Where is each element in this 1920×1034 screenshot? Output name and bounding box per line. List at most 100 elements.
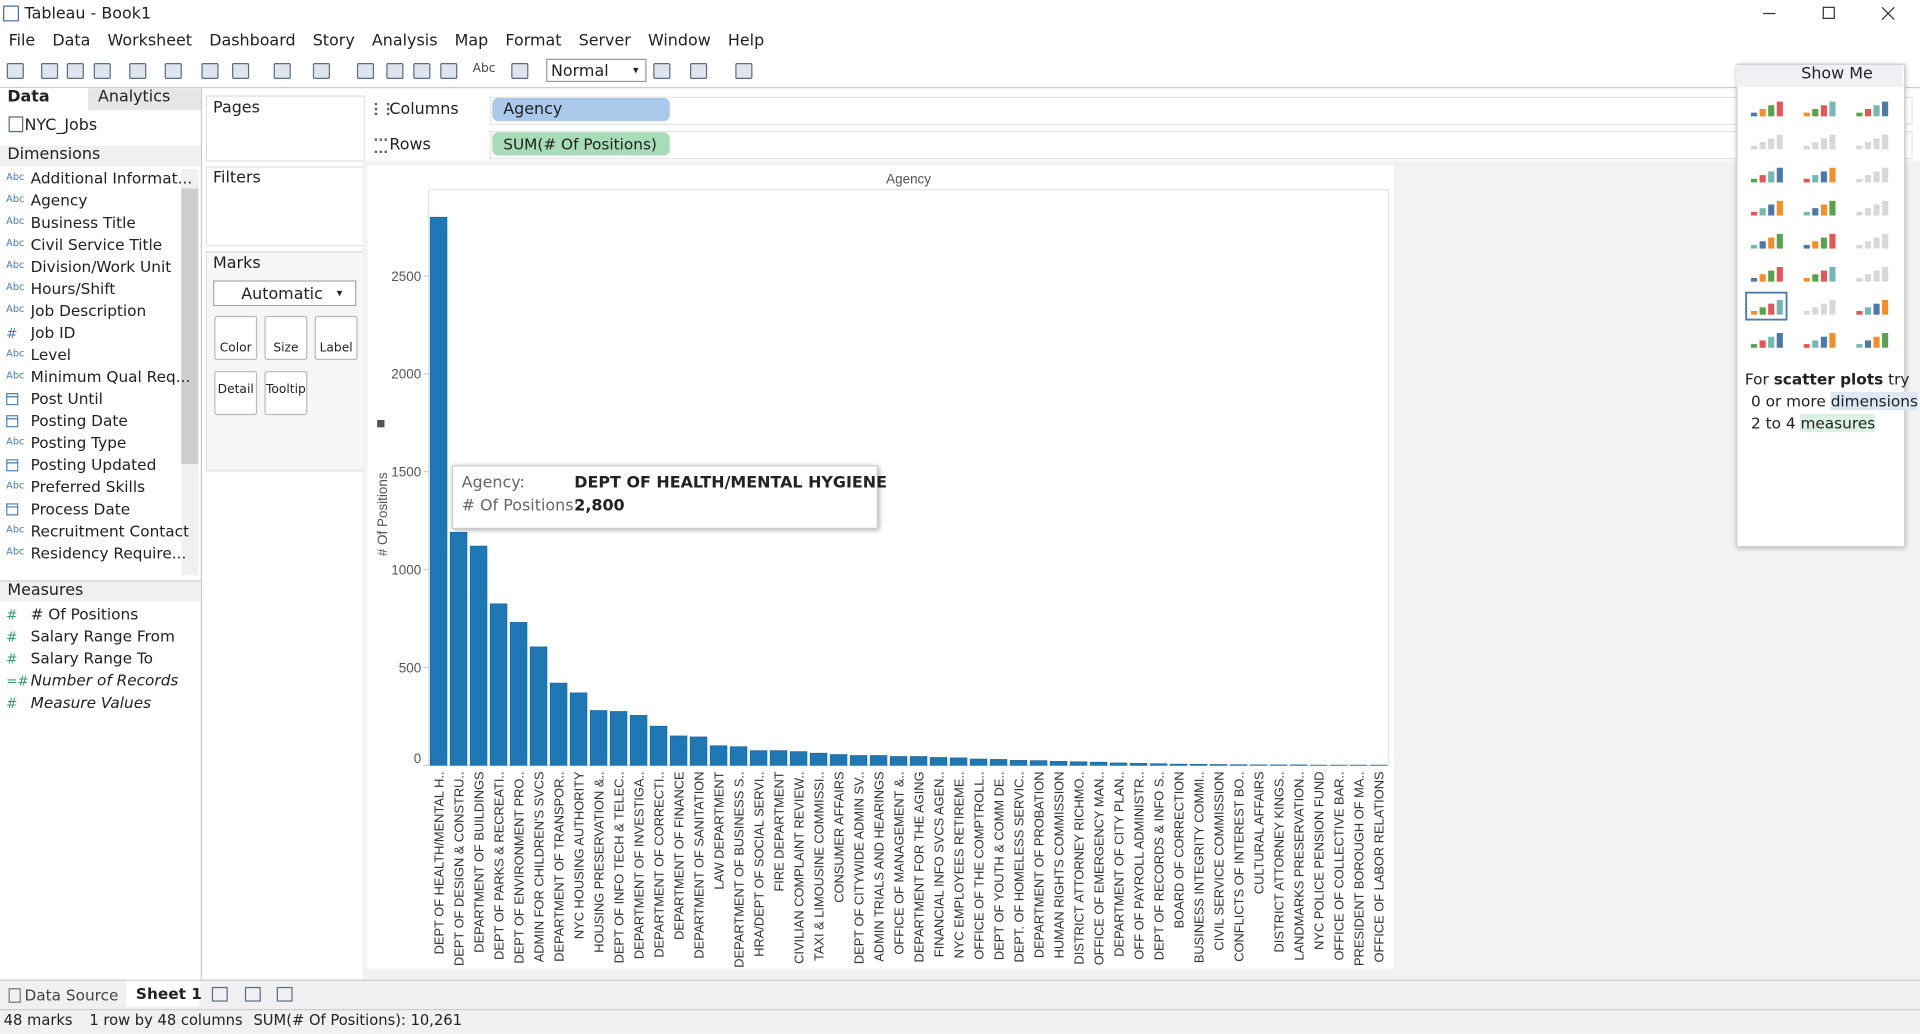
thumbnail-mark [1812, 142, 1819, 150]
measures-header: Measures [0, 580, 201, 602]
field-icon: # [6, 607, 18, 624]
menu-item[interactable]: Window [647, 31, 711, 51]
menu-bar: File Data Worksheet Dashboard Story Analysis M… [0, 32, 773, 50]
measure-field[interactable]: Salary Range To [30, 648, 154, 668]
menu-item[interactable]: Server [578, 31, 631, 51]
dimension-field[interactable]: Minimum Qual Req... [30, 367, 191, 386]
dimension-field[interactable]: Posting Updated [30, 455, 157, 474]
dimension-field[interactable]: Residency Require... [30, 543, 187, 563]
dimension-field[interactable]: Preferred Skills [30, 477, 146, 496]
thumbnail-mark [1803, 311, 1810, 315]
thumbnail-mark [1803, 112, 1810, 117]
marks-button[interactable]: Size [264, 315, 308, 360]
measure-field[interactable]: Measure Values [30, 693, 152, 712]
rows-icon [374, 138, 387, 154]
y-tick-label: 1000 [391, 562, 421, 577]
dimension-field[interactable]: Civil Service Title [30, 235, 163, 254]
bar [789, 751, 808, 766]
dimension-field[interactable]: Agency [30, 191, 88, 210]
measure-field[interactable]: Number of Records [30, 671, 179, 690]
thumbnail-mark [1873, 237, 1880, 249]
field-icon: Abc [6, 281, 25, 293]
marks-button[interactable]: Tooltip [264, 371, 308, 416]
mark-type-dropdown[interactable]: Automatic ▾ [213, 280, 357, 307]
x-tick-label: DEPT OF HEALTH/MENTAL H.. [431, 771, 446, 954]
thumbnail-mark [1768, 336, 1775, 348]
menu-item[interactable]: Dashboard [209, 31, 296, 51]
thumbnail-mark [1812, 307, 1819, 315]
x-tick-label: CIVIL SERVICE COMMISSION [1211, 771, 1226, 950]
bar [1169, 763, 1188, 766]
menu-item[interactable]: File [8, 31, 36, 51]
fit-dropdown[interactable]: Normal ▾ [546, 58, 647, 83]
analytics-tab[interactable]: Analytics [88, 88, 201, 111]
rows-label: Rows [389, 135, 431, 155]
thumbnail-mark [1864, 142, 1872, 150]
dimension-field[interactable]: Posting Date [30, 411, 128, 430]
new-sheet-button[interactable] [244, 986, 261, 1002]
thumbnail-mark [1803, 145, 1810, 150]
thumbnail-mark [1776, 101, 1783, 117]
data-source-tab[interactable]: Data Source [24, 985, 119, 1005]
toolbar-label-button[interactable]: Abc [472, 62, 496, 76]
bar [949, 757, 968, 766]
sheet-tab[interactable]: Sheet 1 [126, 980, 202, 1007]
thumbnail-mark [1829, 101, 1836, 117]
menu-item[interactable]: Analysis [371, 31, 438, 51]
x-tick-label: OFFICE OF MANAGEMENT &.. [891, 771, 906, 954]
thumbnail-mark [1768, 171, 1775, 183]
columns-pill[interactable]: Agency [492, 97, 670, 122]
menu-item[interactable]: Worksheet [107, 31, 193, 51]
dimension-field[interactable]: Post Until [30, 389, 103, 408]
measure-field[interactable]: Salary Range From [30, 626, 175, 646]
dimension-field[interactable]: Job Description [30, 301, 147, 320]
thumbnail-mark [1864, 241, 1872, 249]
x-tick-label: DEPARTMENT OF SANITATION [691, 771, 706, 958]
bar [1109, 762, 1128, 766]
datasource-name[interactable]: NYC_Jobs [24, 116, 98, 135]
marks-button[interactable]: Label [314, 315, 358, 360]
menu-item[interactable]: Map [454, 31, 489, 51]
toolbar-icon [653, 63, 671, 79]
dimension-field[interactable]: Division/Work Unit [30, 257, 172, 276]
dimension-field[interactable]: Business Title [30, 213, 136, 232]
show-me-thumbnails[interactable] [1739, 91, 1903, 363]
show-me-title[interactable]: Show Me [1736, 64, 1903, 87]
x-tick-label: NYC HOUSING AUTHORITY [571, 771, 586, 939]
x-tick-label: CULTURAL AFFAIRS [1251, 771, 1266, 894]
thumbnail-mark [1820, 138, 1827, 150]
measure-field[interactable]: # Of Positions [30, 604, 139, 624]
thumbnail-mark [1829, 167, 1836, 183]
bar [709, 745, 728, 766]
rows-pill[interactable]: SUM(# Of Positions) [492, 132, 670, 156]
marks-button[interactable]: Detail [214, 371, 258, 416]
new-sheet-button[interactable] [211, 986, 228, 1002]
thumbnail-mark [1768, 237, 1775, 249]
tooltip-value: 2,800 [574, 497, 625, 516]
thumbnail-mark [1803, 178, 1810, 183]
dimension-field[interactable]: Process Date [30, 499, 131, 518]
thumbnail-mark [1864, 175, 1872, 183]
dimension-field[interactable]: Recruitment Contact [30, 521, 190, 540]
field-icon: Abc [6, 259, 25, 271]
dimension-field[interactable]: Job ID [30, 323, 76, 342]
dimension-field[interactable]: Level [30, 345, 72, 364]
x-tick-label: LAW DEPARTMENT [711, 771, 726, 889]
menu-item[interactable]: Format [505, 31, 562, 51]
bar [1029, 760, 1048, 766]
data-tab[interactable]: Data [7, 88, 50, 107]
menu-item[interactable]: Data [52, 31, 91, 51]
new-sheet-button[interactable] [276, 986, 293, 1002]
dimension-field[interactable]: Hours/Shift [30, 279, 116, 298]
dropdown-arrow: ▾ [336, 287, 343, 300]
dimension-field[interactable]: Posting Type [30, 433, 127, 452]
menu-item[interactable]: Help [727, 31, 765, 51]
menu-item[interactable]: Story [312, 31, 355, 51]
field-icon: Abc [6, 347, 25, 359]
marks-button[interactable]: Color [214, 315, 258, 360]
toolbar-icon [232, 63, 250, 79]
bar [849, 755, 868, 766]
dimension-field[interactable]: Additional Informat... [30, 168, 193, 188]
thumbnail-mark [1820, 105, 1827, 117]
field-icon: Abc [6, 546, 25, 558]
